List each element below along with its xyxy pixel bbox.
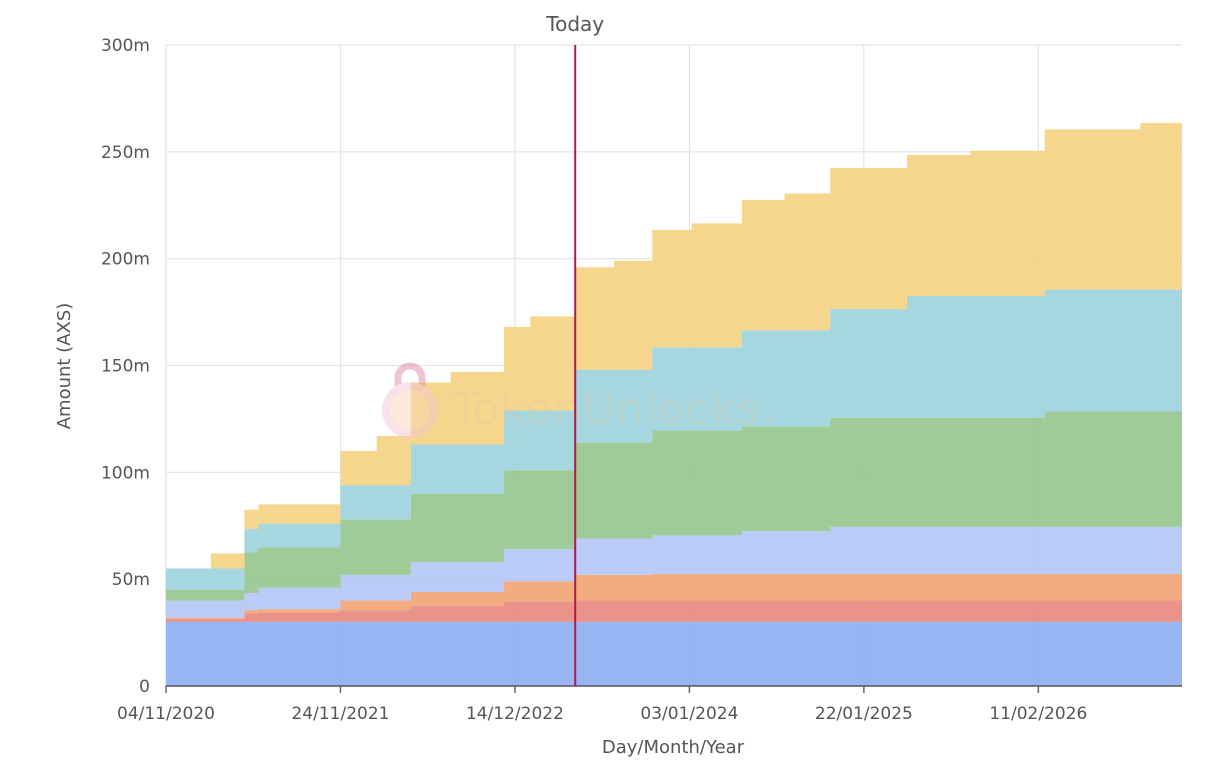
series-area-4 <box>166 526 1182 618</box>
y-tick-label: 150m <box>101 357 150 377</box>
x-tick-label: 04/11/2020 <box>117 704 215 724</box>
series-area-1 <box>166 621 1182 686</box>
watermark: TokenUnlocks. <box>382 362 776 438</box>
y-tick-label: 300m <box>101 36 150 56</box>
series-area-2 <box>166 600 1182 622</box>
x-axis-title: Day/Month/Year <box>602 737 745 758</box>
series-area-3 <box>166 573 1182 619</box>
y-tick-label: 250m <box>101 143 150 163</box>
today-marker: Today <box>545 12 604 686</box>
today-label: Today <box>545 12 604 36</box>
y-axis-title: Amount (AXS) <box>54 303 75 430</box>
series-area-6 <box>166 289 1182 590</box>
x-tick-label: 22/01/2025 <box>815 704 913 724</box>
x-tick-label: 14/12/2022 <box>466 704 564 724</box>
watermark-text: TokenUnlocks. <box>451 384 776 435</box>
x-tick-label: 11/02/2026 <box>989 704 1087 724</box>
series-area-7 <box>166 122 1182 569</box>
y-tick-label: 50m <box>112 570 150 590</box>
y-tick-label: 200m <box>101 250 150 270</box>
series-area-5 <box>166 411 1182 601</box>
y-tick-label: 0 <box>139 677 150 697</box>
x-tick-label: 03/01/2024 <box>640 704 738 724</box>
axes: 0 50m 100m 150m 200m 250m 300m 04/11/2020 24/11/… <box>101 36 1182 724</box>
x-tick-label: 24/11/2021 <box>291 704 389 724</box>
series-areas <box>166 122 1182 686</box>
y-tick-label: 100m <box>101 463 150 483</box>
lock-icon <box>382 362 438 438</box>
